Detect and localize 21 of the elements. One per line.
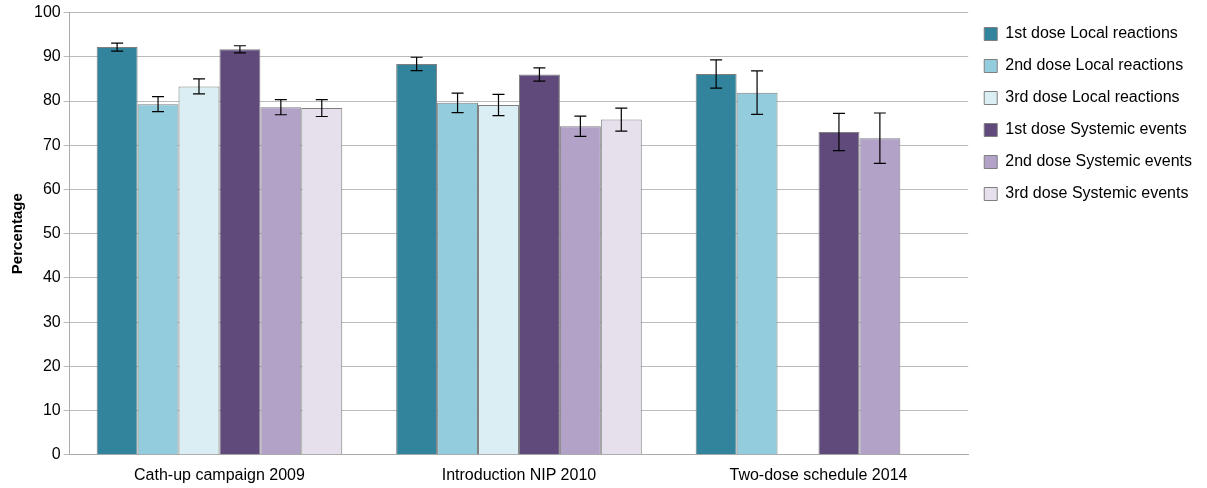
legend-label: 1st dose Systemic events: [1005, 120, 1187, 138]
y-tick-label: 100: [33, 3, 61, 21]
x-tick-label: Cath-up campaign 2009: [134, 465, 305, 483]
y-tick-label: 70: [42, 135, 61, 153]
legend-label: 3rd dose Systemic events: [1005, 184, 1189, 202]
y-tick-label: 10: [42, 400, 61, 418]
y-tick-label: 20: [42, 356, 61, 374]
x-tick-label: Two-dose schedule 2014: [729, 465, 908, 483]
legend-label: 2nd dose Local reactions: [1005, 56, 1184, 74]
y-tick-label: 40: [42, 268, 61, 286]
y-axis-title: Percentage: [8, 193, 26, 275]
y-tick-label: 30: [42, 312, 61, 330]
legend-label: 2nd dose Systemic events: [1005, 152, 1192, 170]
legend-label: 1st dose Local reactions: [1005, 24, 1178, 42]
y-tick-label: 50: [42, 224, 61, 242]
y-tick-label: 60: [42, 179, 61, 197]
y-tick-label: 0: [51, 445, 61, 463]
y-tick-label: 80: [42, 91, 61, 109]
x-tick-label: Introduction NIP 2010: [441, 465, 597, 483]
legend-label: 3rd dose Local reactions: [1005, 88, 1180, 106]
y-tick-label: 90: [42, 47, 61, 65]
